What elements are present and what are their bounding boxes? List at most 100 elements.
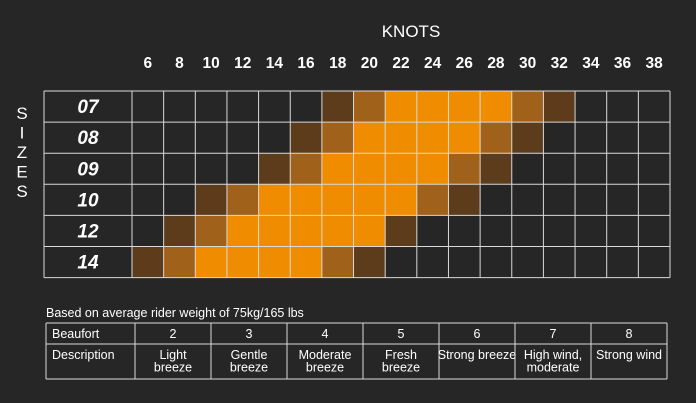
heatmap-cell	[195, 246, 227, 278]
heatmap-cell	[226, 122, 259, 154]
heatmap-cell	[480, 91, 512, 123]
beaufort-scale-value: 4	[322, 327, 329, 341]
heatmap-cell	[638, 215, 670, 247]
heatmap-cell	[290, 153, 322, 185]
heatmap-cell	[385, 215, 417, 247]
y-axis-title-letter: E	[16, 163, 27, 182]
beaufort-description: breeze	[154, 361, 192, 375]
x-tick-label: 10	[202, 55, 219, 72]
heatmap-cell	[416, 153, 449, 185]
heatmap-cell	[132, 91, 164, 123]
heatmap-cell	[638, 122, 670, 154]
x-tick-label: 32	[551, 55, 568, 72]
heatmap-cell	[258, 184, 291, 216]
heatmap-cell	[448, 122, 481, 154]
heatmap-cell	[163, 91, 196, 123]
beaufort-scale-value: 8	[626, 327, 633, 341]
x-tick-label: 28	[487, 55, 505, 72]
heatmap-cell	[132, 246, 164, 278]
heatmap-cell	[606, 91, 639, 123]
heatmap-cell	[448, 215, 481, 247]
heatmap-cell	[416, 91, 449, 123]
heatmap-cell	[606, 246, 639, 278]
heatmap-cell	[353, 153, 386, 185]
heatmap-cell	[511, 153, 544, 185]
x-tick-label: 36	[614, 55, 632, 72]
heatmap-cell	[226, 184, 259, 216]
x-tick-label: 38	[646, 55, 664, 72]
heatmap-cell	[385, 153, 417, 185]
heatmap-cell	[638, 246, 670, 278]
heatmap-cell	[480, 215, 512, 247]
heatmap-cell	[226, 153, 259, 185]
heatmap-cell	[258, 215, 291, 247]
heatmap-cell	[353, 184, 386, 216]
heatmap-cell	[480, 246, 512, 278]
beaufort-scale-value: 2	[170, 327, 177, 341]
heatmap-cell	[638, 153, 670, 185]
heatmap-cell	[195, 91, 227, 123]
beaufort-description: moderate	[527, 361, 580, 375]
heatmap-cell	[353, 215, 386, 247]
beaufort-description: breeze	[306, 361, 344, 375]
y-axis-title-letter: S	[16, 182, 27, 201]
heatmap-cell	[575, 153, 607, 185]
heatmap-cell	[353, 246, 386, 278]
heatmap-cell	[290, 215, 322, 247]
beaufort-description: breeze	[230, 361, 268, 375]
heatmap-cell	[606, 153, 639, 185]
heatmap-cell	[258, 122, 291, 154]
heatmap-cell	[511, 246, 544, 278]
heatmap-cell	[321, 215, 354, 247]
y-tick-label: 07	[77, 97, 100, 118]
heatmap-cell	[321, 153, 354, 185]
heatmap-cell	[448, 153, 481, 185]
x-tick-label: 18	[329, 55, 347, 72]
heatmap-cell	[638, 184, 670, 216]
heatmap-cell	[258, 91, 291, 123]
heatmap-cell	[163, 122, 196, 154]
heatmap-cell	[132, 184, 164, 216]
heatmap-cell	[448, 184, 481, 216]
beaufort-description: Moderate	[299, 348, 352, 362]
y-tick-label: 10	[77, 190, 99, 211]
weight-note: Based on average rider weight of 75kg/16…	[46, 306, 304, 320]
heatmap-cell	[416, 184, 449, 216]
heatmap-cell	[353, 91, 386, 123]
heatmap-cell	[543, 215, 576, 247]
beaufort-scale-value: 3	[246, 327, 253, 341]
beaufort-table: BeaufortDescription2Lightbreeze3Gentlebr…	[45, 322, 668, 380]
heatmap-cell	[543, 91, 576, 123]
x-tick-label: 12	[234, 55, 251, 72]
y-tick-label: 08	[77, 128, 99, 149]
heatmap-cell	[290, 91, 322, 123]
heatmap-cell	[575, 246, 607, 278]
x-tick-label: 6	[144, 55, 153, 72]
heatmap-cell	[511, 122, 544, 154]
beaufort-description: Strong breeze	[438, 348, 517, 362]
beaufort-description: High wind,	[524, 348, 582, 362]
heatmap-cell	[511, 91, 544, 123]
heatmap-cell	[575, 91, 607, 123]
heatmap-cell	[132, 153, 164, 185]
heatmap-cell	[163, 246, 196, 278]
beaufort-description: Fresh	[385, 348, 417, 362]
heatmap-cell	[321, 184, 354, 216]
beaufort-scale-value: 5	[398, 327, 405, 341]
heatmap-cell	[416, 215, 449, 247]
heatmap-cell	[132, 215, 164, 247]
heatmap-cells	[132, 91, 670, 278]
heatmap-cell	[385, 184, 417, 216]
y-tick-label: 09	[77, 159, 99, 180]
heatmap-cell	[416, 122, 449, 154]
heatmap-cell	[353, 122, 386, 154]
heatmap-cell	[480, 184, 512, 216]
heatmap-cell	[385, 246, 417, 278]
heatmap-cell	[290, 122, 322, 154]
heatmap-cell	[480, 153, 512, 185]
heatmap-cell	[511, 215, 544, 247]
heatmap-cell	[385, 122, 417, 154]
heatmap-cell	[543, 246, 576, 278]
heatmap-cell	[163, 184, 196, 216]
